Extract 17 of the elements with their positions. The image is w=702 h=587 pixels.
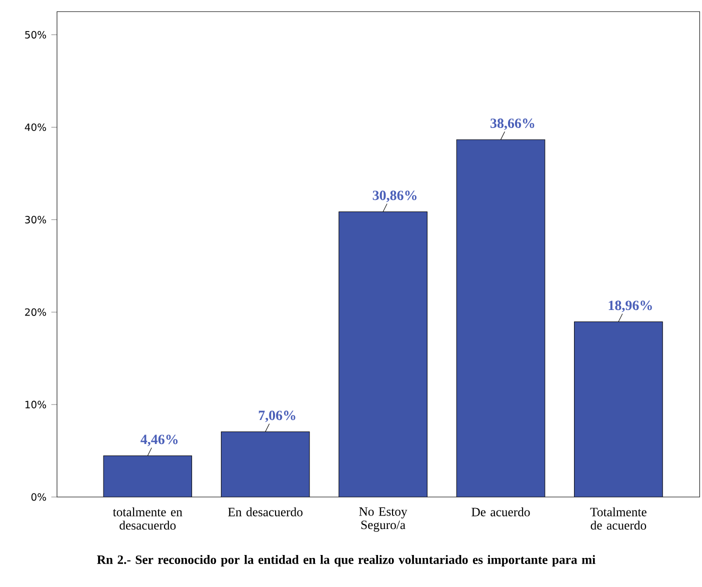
data-label: 18,96% <box>608 300 652 312</box>
data-label: 38,66% <box>490 118 534 130</box>
x-tick-label: No Estoy Seguro/a <box>359 507 408 532</box>
data-label: 4,46% <box>140 434 178 446</box>
data-label: 30,86% <box>372 190 416 202</box>
y-tick-label: 20% <box>25 308 46 316</box>
y-tick-label: 50% <box>25 31 46 39</box>
x-tick-label: En desacuerdo <box>228 507 302 516</box>
data-label: 7,06% <box>258 410 296 422</box>
y-tick-label: 40% <box>24 123 46 132</box>
x-tick-label: Totalmente de acuerdo <box>590 507 646 530</box>
y-tick-label: 10% <box>25 400 46 408</box>
x-tick-label: De acuerdo <box>472 507 530 516</box>
x-tick-label: totalmente en desacuerdo <box>112 507 182 530</box>
y-tick-label: 0% <box>31 493 46 501</box>
x-axis-title: Rn 2.- Ser reconocido por la entidad en la que realizo voluntariado es importante para mi <box>97 555 596 567</box>
y-tick-label: 30% <box>25 216 46 224</box>
